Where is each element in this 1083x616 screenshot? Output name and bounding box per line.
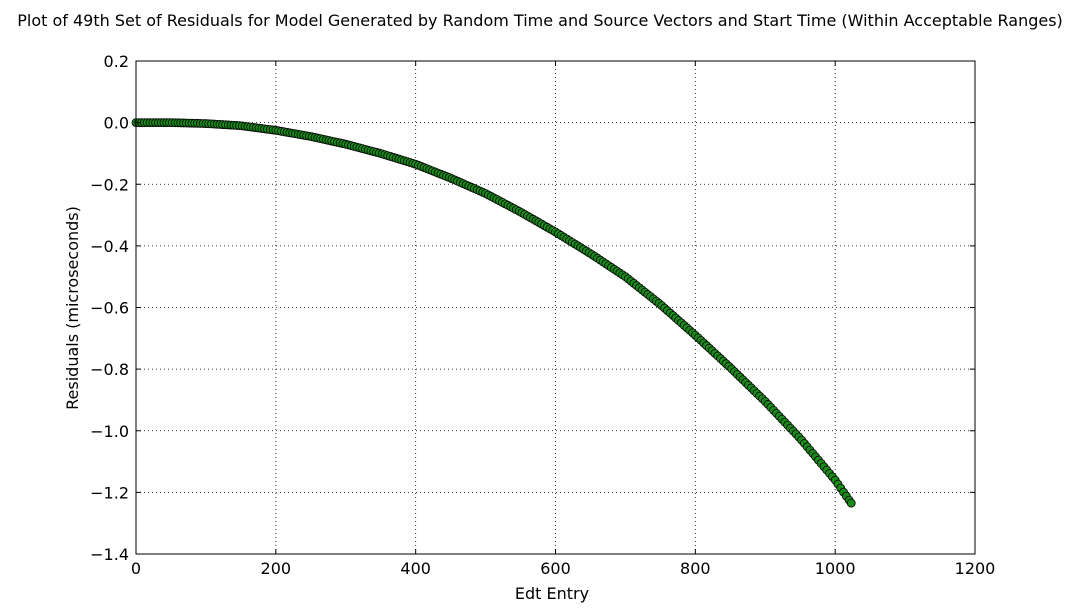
y-tick-label: −0.2 [90,175,129,194]
ticks: 0 200 400 600 800 1000 1200 0.2 0.0 −0.2 −0.4 −0.6 −… [90,52,995,578]
x-tick-label: 800 [680,559,711,578]
x-tick-label: 1000 [815,559,856,578]
y-tick-label: −1.0 [90,422,129,441]
y-tick-label: 0.2 [104,52,129,71]
y-tick-label: −1.4 [90,545,129,564]
x-tick-label: 600 [540,559,571,578]
y-tick-label: 0.0 [104,114,129,133]
x-axis-title: Edt Entry [515,584,589,603]
y-tick-label: −0.6 [90,299,129,318]
y-axis-title: Residuals (microseconds) [63,206,82,410]
grid [136,61,975,554]
data-point [846,498,856,508]
y-tick-label: −0.4 [90,237,129,256]
x-tick-label: 0 [131,559,141,578]
x-tick-label: 1200 [955,559,996,578]
x-tick-label: 400 [400,559,431,578]
plot-frame [135,60,976,555]
y-tick-label: −1.2 [90,483,129,502]
x-tick-label: 200 [261,559,292,578]
data-points [131,118,856,508]
chart-title: Plot of 49th Set of Residuals for Model … [17,11,1063,30]
y-tick-label: −0.8 [90,360,129,379]
